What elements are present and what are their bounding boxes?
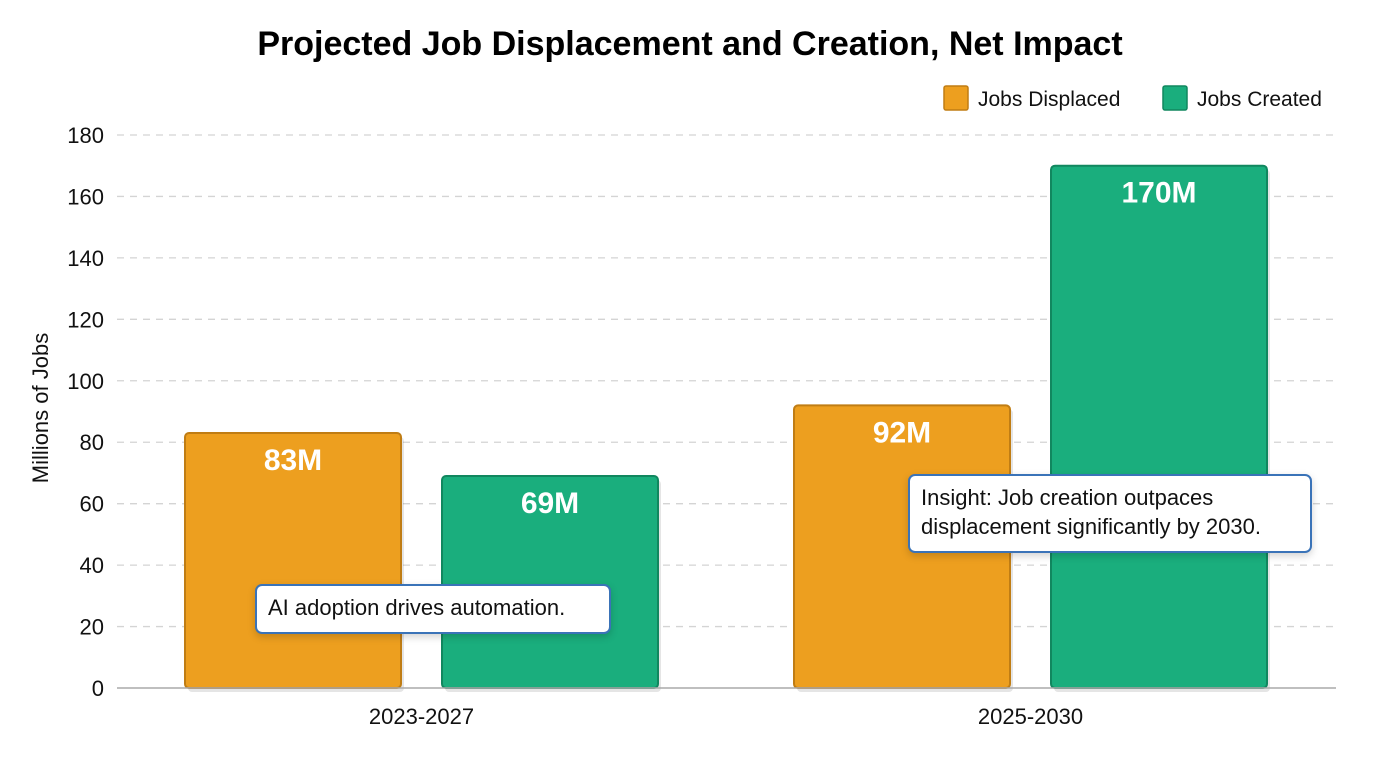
y-tick-label: 140 bbox=[67, 246, 104, 271]
annotation-insight: Insight: Job creation outpaces displacem… bbox=[908, 474, 1312, 553]
y-tick-label: 40 bbox=[80, 553, 104, 578]
y-tick-label: 80 bbox=[80, 430, 104, 455]
x-axis-categories: 2023-2027 2025-2030 bbox=[369, 704, 1083, 729]
y-tick-label: 120 bbox=[67, 307, 104, 332]
y-tick-label: 0 bbox=[92, 676, 104, 701]
y-tick-label: 160 bbox=[67, 184, 104, 209]
bar-jobs-created-2025-2030 bbox=[1050, 164, 1268, 689]
x-category-label: 2025-2030 bbox=[978, 704, 1083, 729]
y-tick-label: 20 bbox=[80, 615, 104, 640]
legend-label: Jobs Displaced bbox=[978, 88, 1120, 111]
y-tick-label: 60 bbox=[80, 492, 104, 517]
legend: Jobs Displaced Jobs Created bbox=[943, 85, 1322, 111]
bar-value-label: 69M bbox=[521, 487, 579, 520]
annotation-ai-adoption: AI adoption drives automation. bbox=[255, 584, 611, 634]
y-tick-label: 100 bbox=[67, 369, 104, 394]
y-axis-ticks: 0 20 40 60 80 100 120 140 160 180 bbox=[67, 123, 104, 701]
x-category-label: 2023-2027 bbox=[369, 704, 474, 729]
chart-title: Projected Job Displacement and Creation,… bbox=[257, 25, 1122, 63]
bar-value-label: 83M bbox=[264, 444, 322, 477]
y-tick-label: 180 bbox=[67, 123, 104, 148]
bar-value-label: 92M bbox=[873, 416, 931, 449]
legend-swatch bbox=[943, 85, 969, 111]
bar-value-label: 170M bbox=[1121, 177, 1196, 210]
legend-label: Jobs Created bbox=[1197, 88, 1322, 111]
y-axis-label: Millions of Jobs bbox=[28, 333, 53, 483]
legend-swatch bbox=[1162, 85, 1188, 111]
